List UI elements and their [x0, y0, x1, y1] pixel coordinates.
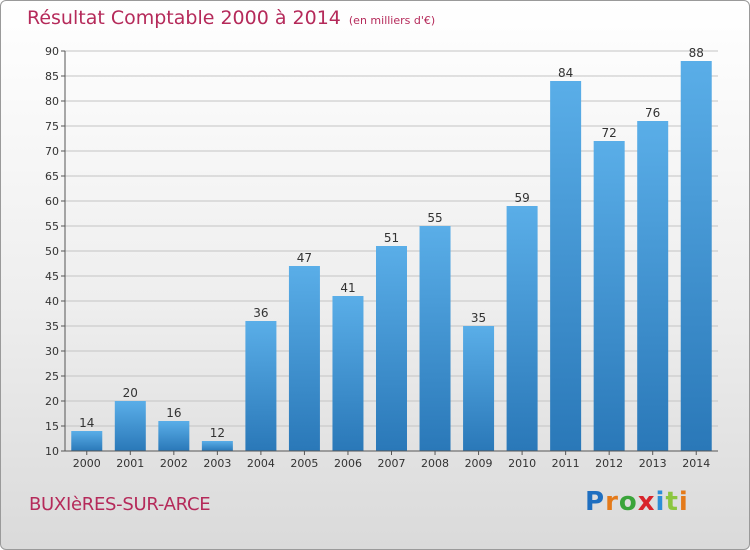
bar-value-label: 59: [514, 191, 529, 205]
bar: [288, 266, 320, 451]
logo-letter: i: [655, 487, 666, 517]
y-tick-label: 35: [45, 320, 59, 333]
bar: [114, 401, 146, 451]
bar: [593, 141, 625, 451]
chart-subtitle: (en milliers d'€): [348, 14, 436, 27]
bar-value-label: 51: [384, 231, 399, 245]
x-tick-label: 2001: [116, 457, 144, 470]
x-axis: 2000 2001 2002 2003 2004 2005 2006 2007 2008 2009…: [65, 450, 718, 470]
logo-letter: P: [585, 487, 606, 517]
bar-value-label: 72: [602, 126, 617, 140]
bar: [376, 246, 407, 451]
y-tick-label: 10: [45, 445, 59, 458]
bar: [680, 61, 712, 451]
logo-letter: t: [665, 487, 679, 517]
x-tick-label: 2006: [334, 457, 362, 470]
bar-value-label: 84: [558, 66, 573, 80]
chart-title-text: Résultat Comptable 2000 à 2014: [27, 7, 341, 29]
x-tick-label: 2014: [682, 457, 710, 470]
y-tick-label: 80: [45, 95, 59, 108]
bar-value-label: 12: [210, 426, 225, 440]
bar-value-label: 16: [166, 406, 181, 420]
bar-value-label: 20: [123, 386, 138, 400]
x-tick-label: 2003: [203, 457, 231, 470]
x-tick-label: 2007: [378, 457, 406, 470]
y-tick-label: 45: [45, 270, 59, 283]
x-tick-label: 2005: [290, 457, 318, 470]
bar-value-label: 55: [427, 211, 442, 225]
x-tick-label: 2008: [421, 457, 449, 470]
chart-title: Résultat Comptable 2000 à 2014 (en millie…: [27, 7, 435, 29]
bar: [332, 296, 364, 451]
bars: 14 20 16 12 36 47 41 51 55 35 59 84 72 76 88: [71, 46, 712, 451]
y-tick-label: 40: [45, 295, 59, 308]
bar: [506, 206, 538, 451]
x-tick-label: 2009: [465, 457, 493, 470]
bar-value-label: 47: [297, 251, 312, 265]
bar-value-label: 88: [689, 46, 704, 60]
bar: [637, 121, 669, 451]
y-tick-label: 55: [45, 220, 59, 233]
y-tick-label: 75: [45, 120, 59, 133]
bar: [419, 226, 451, 451]
y-tick-label: 85: [45, 70, 59, 83]
bar-value-label: 35: [471, 311, 486, 325]
x-tick-label: 2013: [639, 457, 667, 470]
bar-value-label: 36: [253, 306, 268, 320]
y-axis: 10 15 20 25 30 35 40 45 50 55 60 65 70 75 80 85 90: [45, 45, 66, 458]
y-tick-label: 25: [45, 370, 59, 383]
y-tick-label: 60: [45, 195, 59, 208]
x-tick-label: 2010: [508, 457, 536, 470]
logo-letter: i: [678, 487, 689, 517]
y-tick-label: 70: [45, 145, 59, 158]
y-tick-label: 65: [45, 170, 59, 183]
x-tick-label: 2012: [595, 457, 623, 470]
y-tick-label: 15: [45, 420, 59, 433]
x-tick-label: 2011: [552, 457, 580, 470]
bar-value-label: 41: [340, 281, 355, 295]
commune-name: BUXIèRES-SUR-ARCE: [29, 494, 211, 515]
proxiti-logo[interactable]: Proxiti: [585, 487, 689, 517]
logo-letter: x: [637, 487, 656, 517]
x-tick-label: 2002: [160, 457, 188, 470]
x-tick-label: 2000: [73, 457, 101, 470]
bar: [71, 431, 103, 451]
y-tick-label: 90: [45, 45, 59, 58]
bar: [158, 421, 190, 451]
bar: [245, 321, 277, 451]
bar-value-label: 14: [79, 416, 94, 430]
y-tick-label: 30: [45, 345, 59, 358]
logo-letter: r: [605, 487, 619, 517]
bar-value-label: 76: [645, 106, 660, 120]
bar: [463, 326, 495, 451]
y-tick-label: 20: [45, 395, 59, 408]
logo-letter: o: [618, 487, 638, 517]
x-tick-label: 2004: [247, 457, 275, 470]
y-tick-label: 50: [45, 245, 59, 258]
bar: [550, 81, 582, 451]
bar: [201, 441, 233, 451]
